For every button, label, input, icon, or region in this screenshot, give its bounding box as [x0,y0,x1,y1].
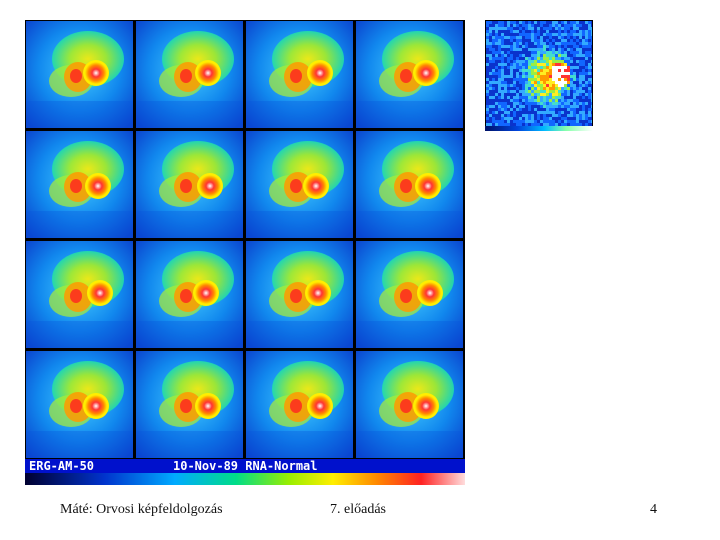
scan-frame [246,351,353,458]
scan-frame [246,21,353,128]
scan-frame [26,241,133,348]
scan-frame [136,21,243,128]
scan-frame [356,241,463,348]
scan-frame [136,351,243,458]
scan-frame [136,131,243,238]
scan-frame [356,351,463,458]
scan-frame [356,21,463,128]
scan-frame [26,131,133,238]
scan-info-bar: ERG-AM-50 10-Nov-89 RNA-Normal [25,459,465,473]
reference-scan-graphic [486,21,592,127]
scan-grid [25,20,465,460]
scan-id-label: ERG-AM-50 [29,459,95,473]
scan-date-label: 10-Nov-89 RNA-Normal [173,459,318,473]
scan-frame [246,131,353,238]
scan-frame [26,21,133,128]
footer-course-title: Máté: Orvosi képfeldolgozás [60,502,223,517]
footer-lecture-label: 7. előadás [330,502,386,517]
scan-frame [246,241,353,348]
reference-color-scale [485,126,593,131]
scan-frame [356,131,463,238]
scan-frame [136,241,243,348]
reference-scan-image [485,20,593,128]
scan-frames [25,20,465,460]
scan-frame [26,351,133,458]
page-number: 4 [650,502,657,517]
color-scale-bar [25,473,465,485]
